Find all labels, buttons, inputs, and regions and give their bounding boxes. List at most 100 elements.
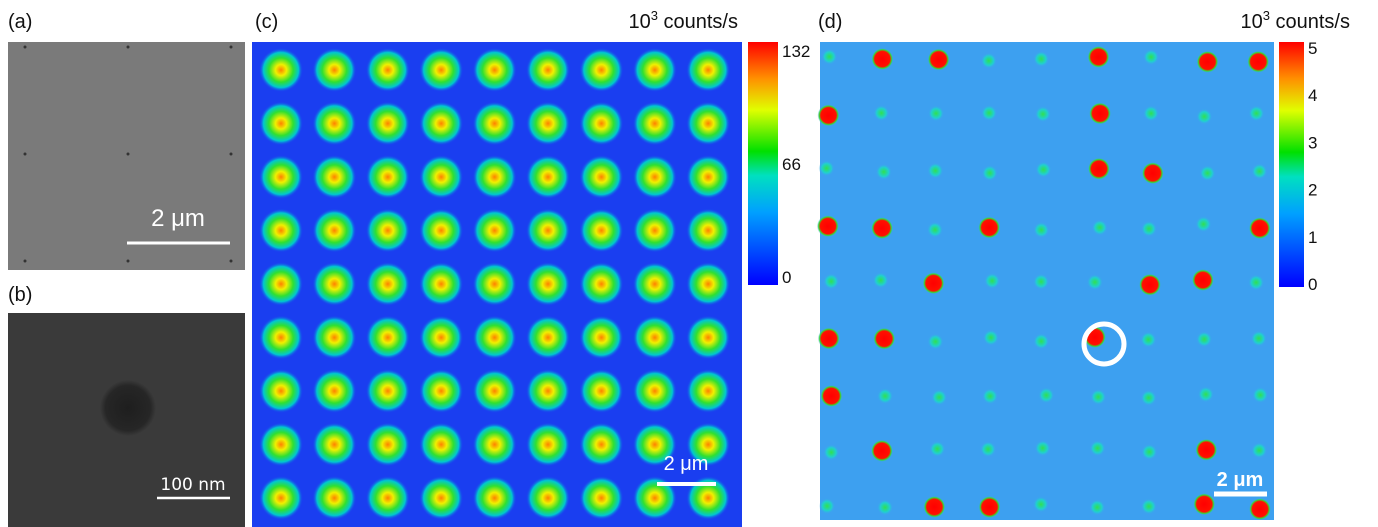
scale-bar-label: 100 nm	[160, 475, 225, 495]
unit-exp: 3	[1263, 8, 1270, 23]
emitter-spot	[259, 155, 303, 199]
emitter-spot	[259, 369, 303, 413]
emitter-spot	[686, 48, 730, 92]
emitter-spot	[312, 48, 356, 92]
emitter-spot	[821, 49, 837, 65]
emitter-spot	[419, 102, 463, 146]
emitter-spot	[1142, 162, 1164, 184]
emitter-spot	[312, 423, 356, 467]
sem-dot	[127, 153, 130, 156]
emitter-spot	[1248, 274, 1264, 290]
emitter-spot	[473, 262, 517, 306]
emitter-spot	[473, 102, 517, 146]
emitter-spot	[686, 369, 730, 413]
emitter-spot	[686, 316, 730, 360]
colorbar-tick-label: 0	[1308, 275, 1317, 294]
emitter-spot	[366, 423, 410, 467]
emitter-spot	[1035, 162, 1051, 178]
emitter-spot	[419, 262, 463, 306]
page: {"panels": [ {"label": "(a)", "scale_bar…	[0, 0, 1378, 527]
emitter-spot	[823, 273, 839, 289]
emitter-spot	[923, 496, 945, 518]
emitter-spot	[633, 369, 677, 413]
colorbar-tick-label: 4	[1308, 86, 1317, 105]
emitter-spot	[473, 209, 517, 253]
emitter-spot	[1141, 498, 1157, 514]
emitter-spot	[1141, 390, 1157, 406]
emitter-spot	[823, 444, 839, 460]
emitter-spot	[1141, 221, 1157, 237]
emitter-spot	[526, 262, 570, 306]
emitter-spot	[579, 48, 623, 92]
emitter-spot	[366, 476, 410, 520]
emitter-spot	[419, 423, 463, 467]
emitter-spot	[1193, 493, 1215, 515]
emitter-spot	[1143, 105, 1159, 121]
emitter-spot	[419, 209, 463, 253]
emitter-spot	[526, 209, 570, 253]
panel-label: (b)	[8, 284, 32, 306]
unit-rest: counts/s	[658, 11, 738, 33]
emitter-spot	[312, 262, 356, 306]
emitter-spot	[526, 48, 570, 92]
emitter-spot	[871, 217, 893, 239]
emitter-spot	[526, 155, 570, 199]
emitter-spot	[1192, 269, 1214, 291]
panel-label: (d)	[818, 11, 842, 33]
emitter-spot	[820, 385, 842, 407]
emitter-spot	[473, 476, 517, 520]
emitter-spot	[871, 440, 893, 462]
emitter-spot	[923, 272, 945, 294]
emitter-spot	[526, 102, 570, 146]
emitter-spot	[579, 262, 623, 306]
colorbar-tick-label: 2	[1308, 181, 1317, 200]
scale-bar-label: 2 μm	[664, 453, 709, 475]
emitter-spot	[686, 102, 730, 146]
emitter-array	[817, 46, 1271, 520]
sem-dot	[230, 260, 233, 263]
emitter-spot	[419, 369, 463, 413]
emitter-spot	[979, 496, 1001, 518]
emitter-array	[259, 48, 730, 520]
emitter-spot	[1033, 496, 1049, 512]
emitter-spot	[1199, 165, 1215, 181]
emitter-spot	[1249, 498, 1271, 520]
emitter-spot	[366, 48, 410, 92]
emitter-spot	[259, 423, 303, 467]
colorbar-unit: 103 counts/s	[1240, 8, 1350, 33]
emitter-spot	[259, 209, 303, 253]
emitter-spot	[1033, 51, 1049, 67]
emitter-spot	[366, 316, 410, 360]
emitter-spot	[366, 155, 410, 199]
emitter-spot	[928, 49, 950, 71]
emitter-spot	[1140, 332, 1156, 348]
emitter-spot	[983, 330, 999, 346]
emitter-spot	[259, 476, 303, 520]
colorbar-tick-label: 5	[1308, 39, 1317, 58]
emitter-spot	[259, 102, 303, 146]
emitter-spot	[1092, 220, 1108, 236]
emitter-spot	[419, 155, 463, 199]
emitter-spot	[526, 423, 570, 467]
emitter-spot	[579, 209, 623, 253]
emitter-spot	[633, 48, 677, 92]
emitter-spot	[633, 316, 677, 360]
emitter-spot	[818, 327, 840, 349]
colorbar	[748, 42, 778, 285]
emitter-spot	[1143, 49, 1159, 65]
emitter-spot	[1090, 389, 1106, 405]
emitter-spot	[312, 316, 356, 360]
emitter-spot	[419, 48, 463, 92]
sem-dot	[230, 46, 233, 49]
colorbar-tick-label: 1	[1308, 228, 1317, 247]
emitter-spot	[981, 53, 997, 69]
emitter-spot	[819, 498, 835, 514]
emitter-spot	[473, 48, 517, 92]
emitter-spot	[312, 102, 356, 146]
emitter-spot	[980, 441, 996, 457]
emitter-spot	[818, 104, 840, 126]
emitter-spot	[1196, 331, 1212, 347]
emitter-spot	[1033, 333, 1049, 349]
